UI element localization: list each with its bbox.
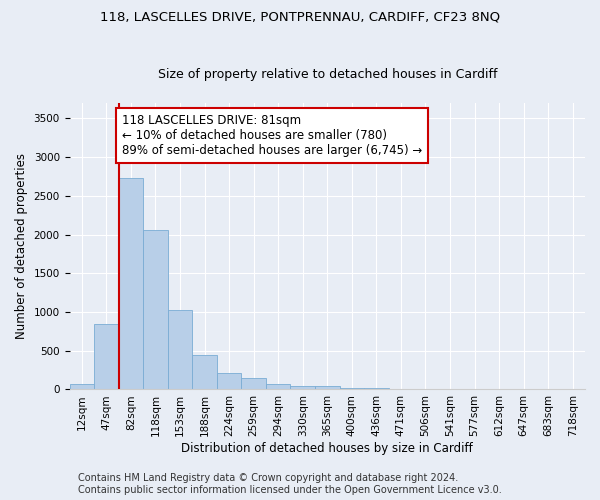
Bar [217, 373, 241, 390]
Bar [315, 386, 340, 390]
Bar [94, 324, 119, 390]
X-axis label: Distribution of detached houses by size in Cardiff: Distribution of detached houses by size … [181, 442, 473, 455]
Bar [364, 388, 389, 390]
Bar [241, 378, 266, 390]
Bar [340, 388, 364, 390]
Bar [70, 384, 94, 390]
Bar [119, 178, 143, 390]
Bar [192, 354, 217, 390]
Text: 118 LASCELLES DRIVE: 81sqm
← 10% of detached houses are smaller (780)
89% of sem: 118 LASCELLES DRIVE: 81sqm ← 10% of deta… [122, 114, 422, 157]
Bar [143, 230, 168, 390]
Text: 118, LASCELLES DRIVE, PONTPRENNAU, CARDIFF, CF23 8NQ: 118, LASCELLES DRIVE, PONTPRENNAU, CARDI… [100, 10, 500, 23]
Y-axis label: Number of detached properties: Number of detached properties [15, 153, 28, 339]
Text: Contains HM Land Registry data © Crown copyright and database right 2024.
Contai: Contains HM Land Registry data © Crown c… [78, 474, 502, 495]
Bar [266, 384, 290, 390]
Title: Size of property relative to detached houses in Cardiff: Size of property relative to detached ho… [158, 68, 497, 81]
Bar [168, 310, 192, 390]
Bar [389, 389, 413, 390]
Bar [290, 386, 315, 390]
